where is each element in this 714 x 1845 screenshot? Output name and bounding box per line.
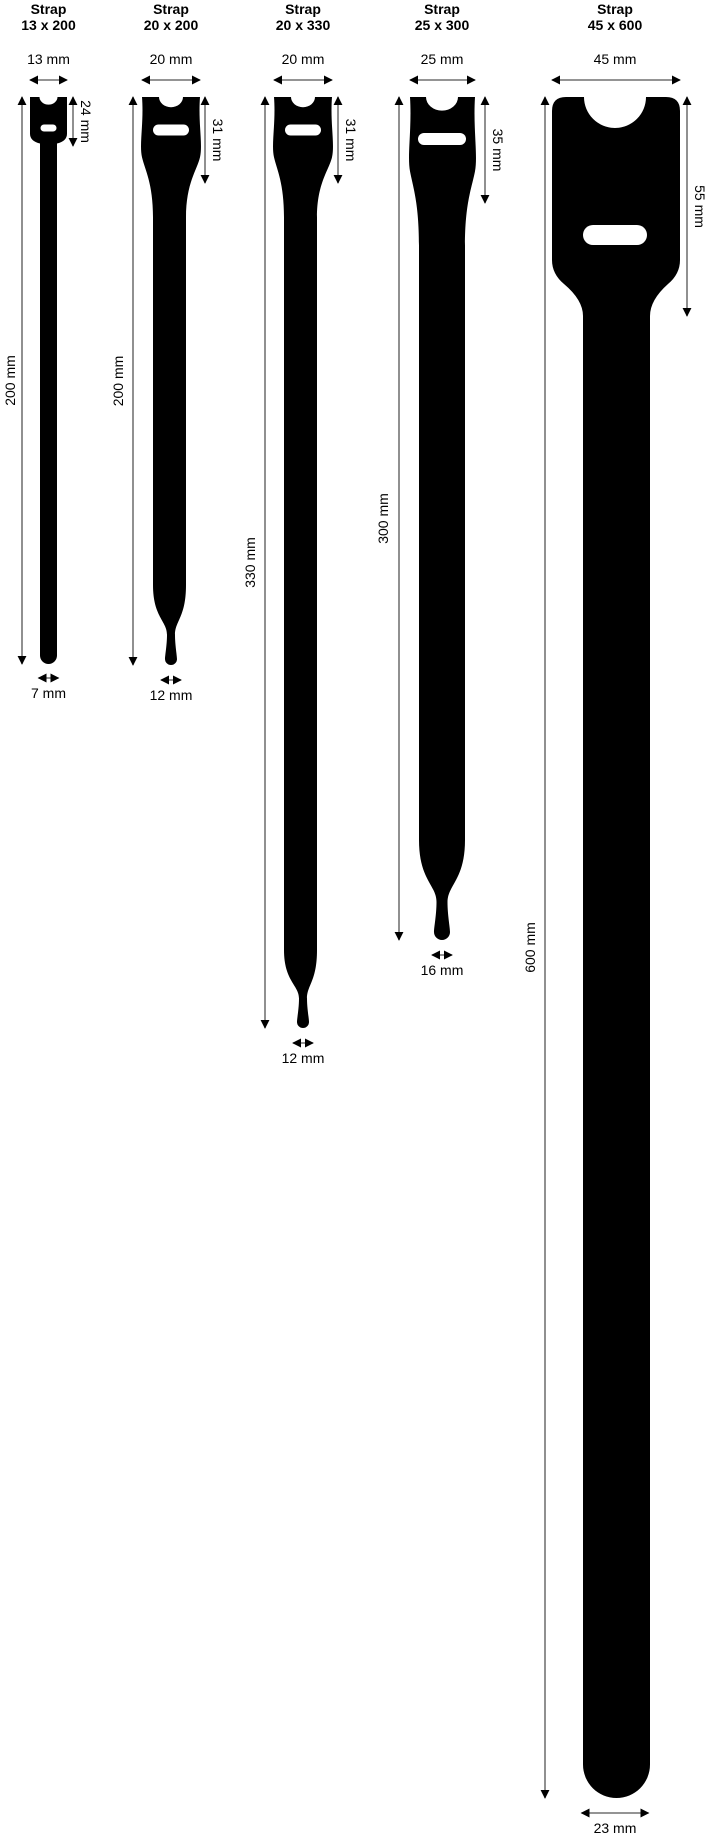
strap-size: 20 x 200 xyxy=(144,17,199,33)
strap-size: 20 x 330 xyxy=(276,17,331,33)
head-length-label: 55 mm xyxy=(692,185,708,228)
length-label: 600 mm xyxy=(522,922,538,973)
width-label: 45 mm xyxy=(594,51,637,67)
strap-slot xyxy=(40,124,57,132)
strap-shape xyxy=(552,97,680,1798)
head-length-label: 31 mm xyxy=(210,119,226,162)
head-length-label: 24 mm xyxy=(78,100,94,143)
strap-slot xyxy=(418,133,466,145)
length-label: 200 mm xyxy=(110,356,126,407)
tail-width-label: 7 mm xyxy=(31,685,66,701)
tail-width-label: 12 mm xyxy=(150,687,193,703)
strap-slot xyxy=(285,124,321,136)
width-label: 13 mm xyxy=(27,51,70,67)
strap-title: Strap xyxy=(285,1,321,17)
strap-title: Strap xyxy=(153,1,189,17)
strap-title: Strap xyxy=(424,1,460,17)
strap-shape xyxy=(273,97,333,1028)
length-label: 300 mm xyxy=(375,493,391,544)
strap-size: 13 x 200 xyxy=(21,17,76,33)
strap-size: 25 x 300 xyxy=(415,17,470,33)
head-length-label: 35 mm xyxy=(490,129,506,172)
head-length-label: 31 mm xyxy=(343,119,359,162)
width-label: 20 mm xyxy=(150,51,193,67)
strap-size: 45 x 600 xyxy=(588,17,643,33)
width-label: 25 mm xyxy=(421,51,464,67)
strap-shape xyxy=(30,97,67,664)
tail-width-label: 23 mm xyxy=(594,1820,637,1836)
strap-shape xyxy=(409,97,476,940)
length-label: 330 mm xyxy=(242,537,258,588)
tail-width-label: 16 mm xyxy=(421,962,464,978)
width-label: 20 mm xyxy=(282,51,325,67)
strap-title: Strap xyxy=(31,1,67,17)
strap-title: Strap xyxy=(597,1,633,17)
length-label: 200 mm xyxy=(2,355,18,406)
strap-slot xyxy=(153,124,189,136)
tail-width-label: 12 mm xyxy=(282,1050,325,1066)
strap-slot xyxy=(583,225,647,245)
strap-shape xyxy=(141,97,201,665)
